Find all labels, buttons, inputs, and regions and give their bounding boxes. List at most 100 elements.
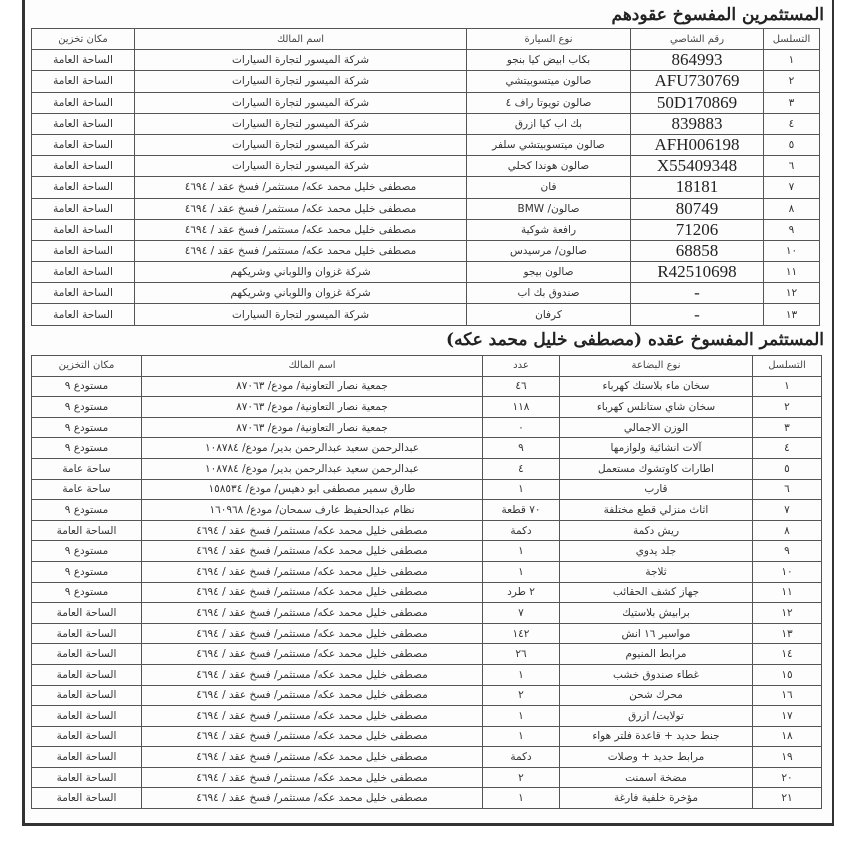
table-cell: ٤ [752, 437, 822, 459]
table-header-row: التسلسل رقم الشاصي نوع السيارة اسم المالك مك… [31, 27, 820, 51]
table-cell: مستودع ٩ [31, 416, 142, 439]
table-cell: صالون هوندا كحلي [466, 155, 631, 178]
table-cell: مصطفى خليل محمد عكه/ مستثمر/ فسخ عقد / ٤… [141, 602, 483, 624]
table-cell: ٩ [482, 437, 560, 459]
table-cell: صالون/ BMW [466, 197, 631, 220]
table-row: ٦ X55409348 صالون هوندا كحلي شركة الميسور ل… [31, 155, 820, 178]
table-cell: ١ [482, 663, 560, 686]
table-cell: مصطفى خليل محمد عكه/ مستثمر/ فسخ عقد / ٤… [141, 684, 483, 707]
table-cell: مصطفى خليل محمد عكه/ مستثمر/ فسخ عقد / ٤… [141, 746, 483, 768]
table-cell: ٦ [752, 478, 822, 501]
table-cell: ٣ [763, 91, 820, 114]
table-cell: ١٣ [763, 303, 820, 326]
table-cell: ٠ [482, 416, 560, 439]
table-row: ٩ جلد يدوي ١ مصطفى خليل محمد عكه/ مستثمر/ ف… [31, 540, 822, 562]
table-cell: ١ [482, 540, 560, 562]
table-cell: الساحة العامة [31, 746, 142, 768]
table-cell: مستودع ٩ [31, 540, 142, 562]
table-cell: مصطفى خليل محمد عكه/ مستثمر/ فسخ عقد / ٤… [134, 239, 467, 263]
table-cell: مصطفى خليل محمد عكه/ مستثمر/ فسخ عقد / ٤… [141, 705, 483, 727]
table-cell: غطاء صندوق خشب [559, 663, 753, 686]
table-cell: جمعية نصار التعاونية/ مودع/ ٨٧٠٦٣ [141, 396, 483, 418]
table-cell: جهاز كشف الحقائب [559, 581, 753, 604]
column-header: رقم الشاصي [630, 27, 764, 51]
table-cell: مصطفى خليل محمد عكه/ مستثمر/ فسخ عقد / ٤… [141, 540, 483, 562]
table-cell: مصطفى خليل محمد عكه/ مستثمر/ فسخ عقد / ٤… [141, 560, 483, 583]
table-cell: مستودع ٩ [31, 437, 142, 459]
table-cell: الساحة العامة [31, 155, 135, 178]
table-cell: مصطفى خليل محمد عكه/ مستثمر/ فسخ عقد / ٤… [141, 787, 483, 810]
table-row: ٢٠ مضخة اسمنت ٢ مصطفى خليل محمد عكه/ مستثمر… [31, 766, 822, 789]
table-cell: ٢ [482, 684, 560, 707]
table-row: ١١ R42510698 صالون بيجو شركة غزوان واللوبان… [31, 261, 820, 284]
table-row: ١٢ برابيش بلاستيك ٧ مصطفى خليل محمد عكه/ مس… [31, 602, 822, 624]
table-row: ٨ 80749 صالون/ BMW مصطفى خليل محمد عكه/ مست… [31, 197, 820, 220]
table-cell: X55409348 [630, 155, 764, 178]
table-cell: ٢ [752, 396, 822, 418]
table-cell: الساحة العامة [31, 261, 135, 284]
table-cell: ١٩ [752, 746, 822, 768]
table-cell: شركة الميسور لتجارة السيارات [134, 133, 467, 157]
table-cell: فان [466, 176, 631, 199]
table-cell: ١ [482, 787, 560, 810]
table-cell: الساحة العامة [31, 787, 142, 810]
table-cell: مستودع ٩ [31, 581, 142, 604]
table-cell: مستودع ٩ [31, 499, 142, 521]
table-cell: قارب [559, 478, 753, 501]
table-cell: ٤ [482, 457, 560, 480]
column-header: مكان تخزين [31, 27, 135, 51]
table-row: ٢١ مؤخرة خلفية فارغة ١ مصطفى خليل محمد عكه/… [31, 787, 822, 810]
table-cell: جنط حديد + قاعدة فلتر هواء [559, 725, 753, 748]
table-cell: AFU730769 [630, 70, 764, 93]
table-cell: بك اب كيا ازرق [466, 112, 631, 135]
table-cell: ٥ [752, 457, 822, 480]
table-row: ١ 864993 بكاب ابيض كيا بنجو شركة الميسور لت… [31, 49, 820, 72]
table-cell: مضخة اسمنت [559, 766, 753, 789]
column-header: نوع البضاعة [559, 355, 753, 377]
table-cell: الساحة العامة [31, 303, 135, 326]
column-header: اسم المالك [141, 355, 483, 377]
table-row: ١٣- كرفان شركة الميسور لتجارة السيارات السا… [31, 303, 820, 326]
table-cell: 864993 [630, 49, 764, 72]
table-cell: الوزن الاجمالي [559, 416, 753, 439]
table-cell: الساحة العامة [31, 643, 142, 665]
table-cell: AFH006198 [630, 133, 764, 157]
table-cell: الساحة العامة [31, 176, 135, 199]
table-cell: مصطفى خليل محمد عكه/ مستثمر/ فسخ عقد / ٤… [141, 581, 483, 604]
table-cell: الساحة العامة [31, 239, 135, 263]
table-cell: مصطفى خليل محمد عكه/ مستثمر/ فسخ عقد / ٤… [141, 643, 483, 665]
table-cell: - [630, 303, 764, 326]
table-cell: ١٥ [752, 663, 822, 686]
table-cell: ٢١ [752, 787, 822, 810]
table-cell: الساحة العامة [31, 91, 135, 114]
table-cell: الساحة العامة [31, 70, 135, 93]
table-cell: الساحة العامة [31, 197, 135, 220]
table-cell: الساحة العامة [31, 112, 135, 135]
table-cell: مصطفى خليل محمد عكه/ مستثمر/ فسخ عقد / ٤… [141, 622, 483, 645]
table-row: ٤ آلات انشائية ولوازمها ٩ عبدالرحمن سعيد عب… [31, 437, 822, 459]
table-cell: ١٣ [752, 622, 822, 645]
table-cell: جمعية نصار التعاونية/ مودع/ ٨٧٠٦٣ [141, 416, 483, 439]
table-cell: الساحة العامة [31, 622, 142, 645]
table-cell: ١٦ [752, 684, 822, 707]
table-cell: ١٧ [752, 705, 822, 727]
table-cell: ١ [482, 478, 560, 501]
table-cell: ٢ [763, 70, 820, 93]
column-header: التسلسل [763, 27, 820, 51]
table-row: ١٣ مواسير ١٦ انش ١٤٢ مصطفى خليل محمد عكه/ م… [31, 622, 822, 645]
table-cell: مستودع ٩ [31, 375, 142, 398]
table-cell: جلد يدوي [559, 540, 753, 562]
table-cell: ١٤٢ [482, 622, 560, 645]
table-cell: 68858 [630, 239, 764, 263]
table-row: ٥ اطارات كاوتشوك مستعمل ٤ عبدالرحمن سعيد عب… [31, 457, 822, 480]
table-cell: مصطفى خليل محمد عكه/ مستثمر/ فسخ عقد / ٤… [141, 519, 483, 542]
column-header: مكان التخزين [31, 355, 142, 377]
table-cell: ١ [763, 49, 820, 72]
table-cell: شركة غزوان واللوباني وشريكهم [134, 282, 467, 305]
table-cell: صالون ميتسوبيتشي [466, 70, 631, 93]
table-row: ٥ AFH006198 صالون ميتسوبيتشي سلفر شركة المي… [31, 133, 820, 157]
table-cell: ١ [752, 375, 822, 398]
column-header: اسم المالك [134, 27, 467, 51]
table-cell: مرابط المنيوم [559, 643, 753, 665]
table-cell: مصطفى خليل محمد عكه/ مستثمر/ فسخ عقد / ٤… [134, 218, 467, 241]
